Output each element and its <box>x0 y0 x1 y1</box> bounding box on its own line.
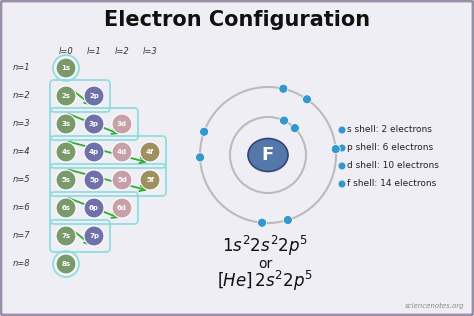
Circle shape <box>112 198 132 218</box>
Text: $1s^22s^22p^5$: $1s^22s^22p^5$ <box>222 234 308 258</box>
Text: 3s: 3s <box>62 121 71 127</box>
Circle shape <box>279 84 288 93</box>
Text: l=2: l=2 <box>115 47 129 57</box>
Circle shape <box>331 145 340 154</box>
Text: n=4: n=4 <box>13 148 31 156</box>
Text: 4s: 4s <box>61 149 71 155</box>
Text: 3p: 3p <box>89 121 99 127</box>
Circle shape <box>257 218 266 227</box>
Circle shape <box>56 142 76 162</box>
Circle shape <box>84 226 104 246</box>
Text: n=5: n=5 <box>13 175 31 185</box>
Text: d shell: 10 electrons: d shell: 10 electrons <box>347 161 439 171</box>
Text: f shell: 14 electrons: f shell: 14 electrons <box>347 179 436 189</box>
Circle shape <box>56 58 76 78</box>
Circle shape <box>84 86 104 106</box>
Circle shape <box>338 126 346 133</box>
Text: 6d: 6d <box>117 205 127 211</box>
Text: 5f: 5f <box>146 177 154 183</box>
Text: Electron Configuration: Electron Configuration <box>104 10 370 30</box>
Circle shape <box>280 116 289 125</box>
Circle shape <box>84 114 104 134</box>
Text: 7s: 7s <box>62 233 71 239</box>
Circle shape <box>283 216 292 225</box>
Text: 1s: 1s <box>62 65 71 71</box>
Text: $[He]\,2s^22p^5$: $[He]\,2s^22p^5$ <box>217 269 313 293</box>
Text: sciencenotes.org: sciencenotes.org <box>405 303 465 309</box>
Text: n=8: n=8 <box>13 259 31 269</box>
Circle shape <box>56 114 76 134</box>
Circle shape <box>84 198 104 218</box>
Circle shape <box>302 95 311 104</box>
Text: l=0: l=0 <box>59 47 73 57</box>
Text: p shell: 6 electrons: p shell: 6 electrons <box>347 143 433 153</box>
Circle shape <box>112 142 132 162</box>
Text: 5d: 5d <box>117 177 127 183</box>
Text: 4p: 4p <box>89 149 99 155</box>
Circle shape <box>56 254 76 274</box>
Text: 6s: 6s <box>62 205 71 211</box>
Circle shape <box>56 86 76 106</box>
Text: n=2: n=2 <box>13 92 31 100</box>
Circle shape <box>56 170 76 190</box>
Text: 8s: 8s <box>62 261 71 267</box>
Text: 6p: 6p <box>89 205 99 211</box>
Circle shape <box>112 170 132 190</box>
Text: l=1: l=1 <box>87 47 101 57</box>
Circle shape <box>338 144 346 151</box>
Text: 4d: 4d <box>117 149 127 155</box>
Text: 2p: 2p <box>89 93 99 99</box>
Text: 7p: 7p <box>89 233 99 239</box>
Text: n=3: n=3 <box>13 119 31 129</box>
Circle shape <box>56 226 76 246</box>
Circle shape <box>56 198 76 218</box>
Circle shape <box>291 124 300 133</box>
Circle shape <box>338 162 346 169</box>
Text: 3d: 3d <box>117 121 127 127</box>
Circle shape <box>84 170 104 190</box>
Circle shape <box>140 170 160 190</box>
Circle shape <box>84 142 104 162</box>
Text: 2s: 2s <box>62 93 71 99</box>
Text: n=6: n=6 <box>13 204 31 212</box>
Circle shape <box>196 153 205 162</box>
Ellipse shape <box>248 138 288 172</box>
Text: 4f: 4f <box>146 149 154 155</box>
Text: 5s: 5s <box>62 177 71 183</box>
Text: n=7: n=7 <box>13 232 31 240</box>
Text: 5p: 5p <box>89 177 99 183</box>
Circle shape <box>112 114 132 134</box>
Text: l=3: l=3 <box>143 47 157 57</box>
Circle shape <box>338 180 346 187</box>
Text: s shell: 2 electrons: s shell: 2 electrons <box>347 125 432 135</box>
Text: F: F <box>262 146 274 164</box>
Circle shape <box>140 142 160 162</box>
Circle shape <box>200 127 209 136</box>
Text: n=1: n=1 <box>13 64 31 72</box>
Text: or: or <box>258 257 272 271</box>
